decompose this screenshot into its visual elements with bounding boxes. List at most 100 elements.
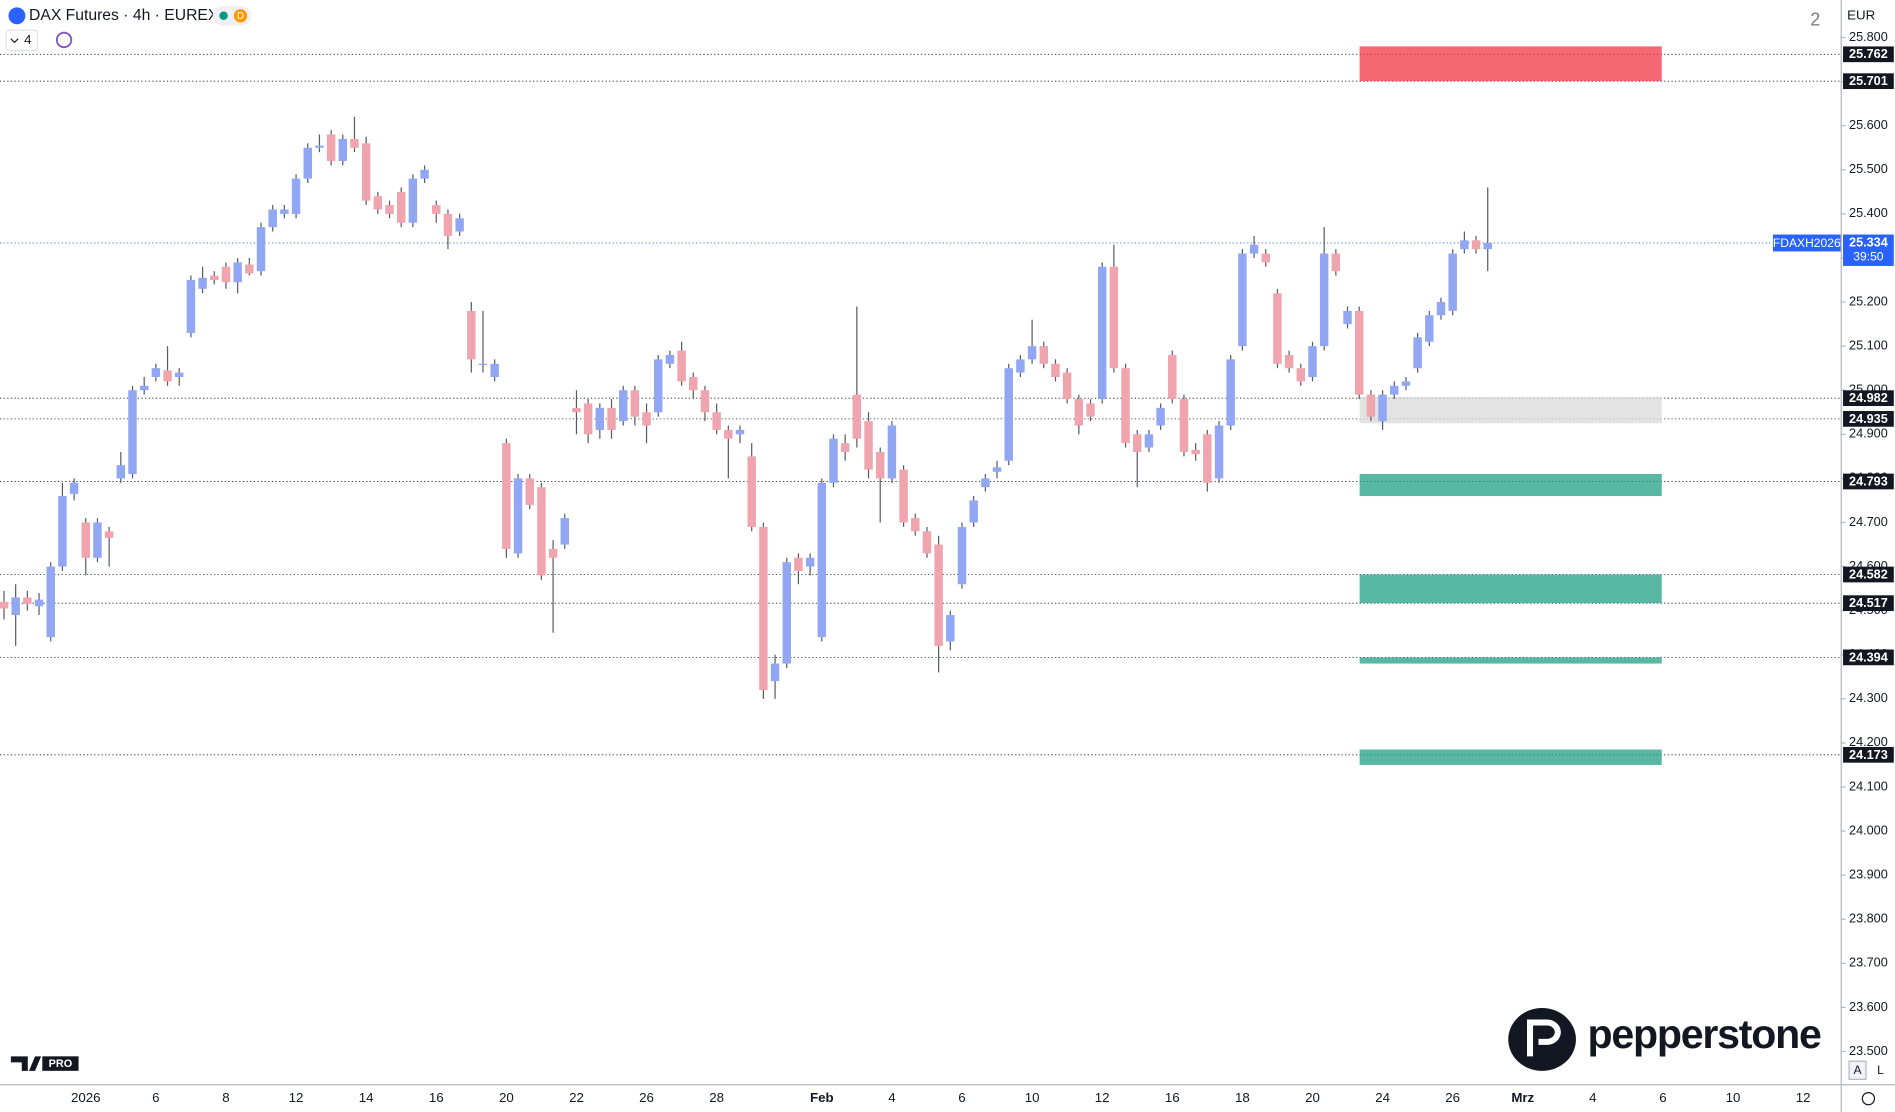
y-tick-label: 23.600 (1849, 1000, 1888, 1014)
candle-body (946, 615, 955, 642)
level-label: 24.582 (1849, 567, 1888, 581)
last-price-bg (1843, 234, 1894, 266)
x-tick-label: 4 (1589, 1090, 1596, 1105)
x-tick-label: 22 (569, 1090, 584, 1105)
level-label-bg (1843, 566, 1894, 583)
x-tick-label: 12 (1796, 1090, 1811, 1105)
y-tick-label: 24.000 (1849, 823, 1888, 837)
candle-body (654, 359, 663, 413)
zone (1359, 657, 1662, 664)
candle-body (537, 487, 546, 576)
candle-body (724, 429, 733, 439)
level-label: 24.793 (1849, 474, 1888, 488)
candle-body (700, 390, 710, 413)
candle-body (198, 277, 207, 289)
chart-title: DAX Futures · 4h · EUREX (29, 7, 219, 24)
currency[interactable]: EUR (1847, 7, 1875, 22)
candle-body (770, 663, 780, 682)
level-label: 25.762 (1849, 47, 1888, 61)
candle-body (478, 363, 488, 365)
candle-body (432, 205, 441, 214)
indicator-toggle[interactable] (5, 29, 39, 52)
candle-body (1378, 394, 1387, 422)
settings-icon[interactable] (1861, 1091, 1876, 1106)
candle-body (969, 500, 978, 523)
x-tick-label: 6 (958, 1090, 965, 1105)
symbol-icon[interactable] (8, 7, 26, 25)
candle-body (338, 138, 348, 161)
candle-body (408, 178, 418, 223)
level-label-bg (1843, 746, 1894, 763)
candle-body (1343, 310, 1352, 325)
candle-body (268, 209, 277, 228)
y-tick-label: 25.600 (1849, 118, 1888, 132)
candle-body (665, 354, 675, 364)
level-label: 24.935 (1849, 412, 1888, 426)
x-tick-label: 12 (289, 1090, 304, 1105)
x-tick-label: 20 (499, 1090, 514, 1105)
candle-body (934, 544, 943, 646)
candle-body (642, 412, 651, 426)
candle-body (1284, 354, 1294, 369)
candle-body (712, 412, 721, 430)
candle-body (93, 522, 102, 558)
candle-body (175, 372, 184, 378)
candle-body (1109, 266, 1119, 369)
candle-body (303, 147, 312, 179)
y-tick-label: 24.900 (1849, 427, 1888, 441)
candle-body (805, 557, 815, 567)
y-tick-label: 24.700 (1849, 515, 1888, 529)
candle-body (1436, 302, 1446, 316)
y-tick-label: 23.800 (1849, 912, 1888, 926)
candle-body (396, 191, 406, 223)
labels-layer: 25.762 25.701 24.982 24.935 24.793 24.582 24.5… (1773, 46, 1894, 763)
candle-body (1308, 346, 1317, 378)
sync-icon[interactable] (55, 31, 73, 49)
zone (1359, 473, 1662, 497)
candle-body (1062, 372, 1072, 400)
candle-body (221, 266, 231, 283)
candle-body (46, 566, 55, 638)
candle-body (210, 275, 219, 281)
candle-body (689, 377, 698, 391)
indicator-count: 4 (24, 32, 31, 47)
candle-body (981, 478, 990, 488)
candle-body (291, 178, 301, 214)
candle-body (630, 390, 640, 417)
candle-body (467, 310, 476, 360)
candle-body (186, 280, 196, 333)
candle-body (1471, 240, 1481, 250)
candle-body (1168, 354, 1177, 400)
last-price-label: 25.334 (1849, 235, 1888, 249)
candle-body (326, 134, 336, 161)
level-label-bg (1843, 46, 1894, 63)
candle-body (233, 262, 242, 283)
level-label-bg (1843, 73, 1894, 90)
candle-body (34, 599, 44, 607)
y-tick-label: 24.300 (1849, 691, 1888, 705)
tv-badge: PRO (49, 1058, 73, 1070)
y-tick-label: 25.100 (1849, 338, 1888, 352)
auto-scale-button[interactable] (1848, 1060, 1867, 1080)
x-tick-label: 16 (1165, 1090, 1180, 1105)
log-scale-label[interactable]: L (1877, 1063, 1884, 1077)
y-tick-label: 23.900 (1849, 868, 1888, 882)
x-tick-label: Feb (810, 1090, 834, 1105)
zone (1359, 749, 1662, 765)
candle-body (583, 403, 593, 435)
zone (1359, 574, 1662, 604)
candle-body (1074, 399, 1084, 426)
candle-body (1483, 242, 1492, 250)
candle-body (490, 363, 499, 378)
x-tick-label: 26 (639, 1090, 654, 1105)
candle-body (1249, 244, 1259, 254)
candle-body (23, 597, 32, 605)
level-label-bg (1843, 649, 1894, 666)
candle-body (560, 518, 570, 545)
x-tick-label: 16 (429, 1090, 444, 1105)
candle-body (1425, 315, 1434, 342)
candle-body (1460, 240, 1469, 250)
candle-body (163, 370, 172, 382)
